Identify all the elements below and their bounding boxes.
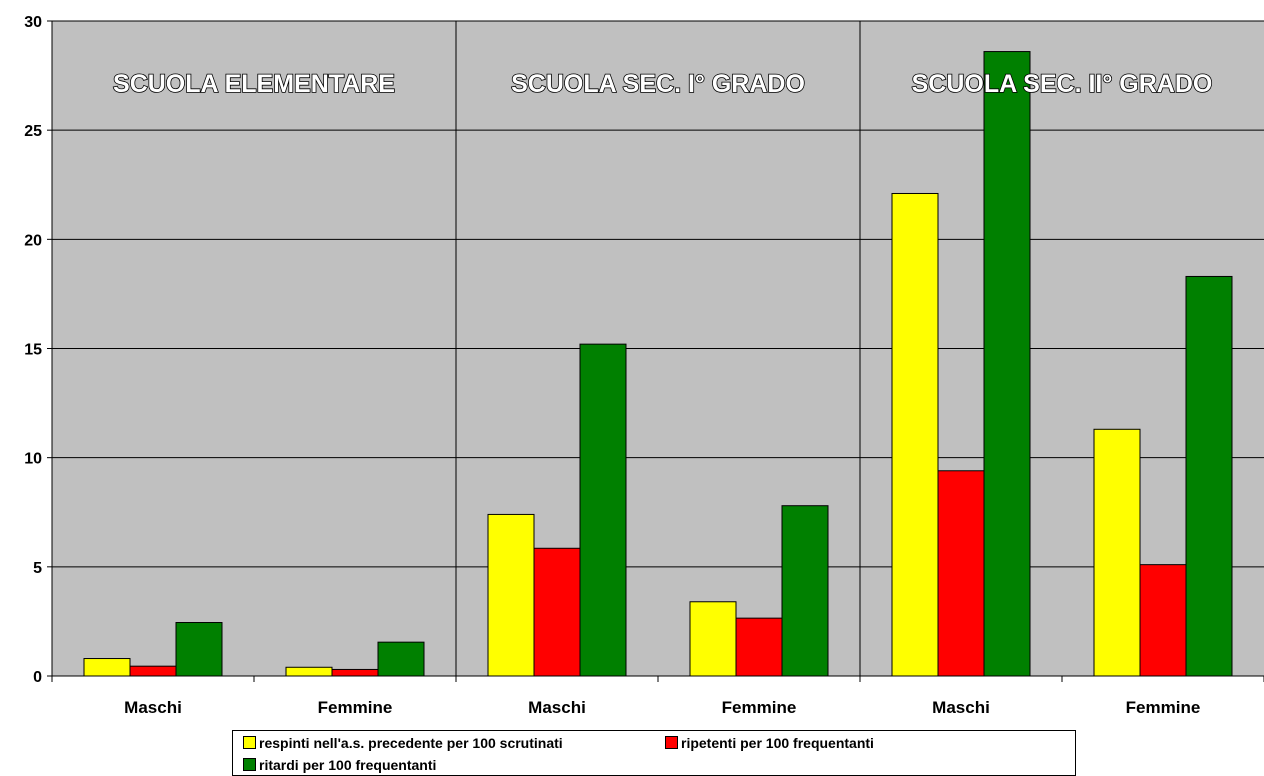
bar-chart: 0 5 10 15 20 25 30 SCUOLA ELEMENTARE SCUOLA SEC…: [24, 14, 1264, 717]
bar: [285, 666, 333, 677]
bar: [377, 641, 425, 677]
y-tick-label: 30: [24, 14, 42, 31]
legend-item-ritardi: ritardi per 100 frequentanti: [243, 757, 436, 773]
chart-legend: respinti nell'a.s. precedente per 100 sc…: [232, 730, 1076, 776]
bar: [175, 622, 223, 677]
group-separators: [455, 21, 861, 676]
bar: [1093, 428, 1141, 677]
bar: [331, 668, 379, 677]
x-tick-label: Femmine: [1126, 698, 1201, 717]
x-tick-label: Maschi: [124, 698, 182, 717]
legend-swatch-red: [665, 736, 678, 749]
y-tick-label: 20: [24, 232, 42, 249]
group-label: SCUOLA ELEMENTARE: [113, 70, 395, 98]
y-tick-label: 25: [24, 123, 42, 140]
bar: [735, 617, 783, 677]
group-labels: SCUOLA ELEMENTARE SCUOLA SEC. I° GRADO SCU…: [112, 69, 1213, 99]
x-tick-label: Maschi: [528, 698, 586, 717]
bar: [533, 547, 581, 677]
legend-label: ripetenti per 100 frequentanti: [681, 735, 874, 751]
bar: [983, 51, 1031, 677]
x-tick-label: Femmine: [722, 698, 797, 717]
x-tick-label: Femmine: [318, 698, 393, 717]
x-axis-ticks: Maschi Femmine Maschi Femmine Maschi Femmine: [51, 676, 1264, 717]
bar: [781, 505, 829, 677]
y-tick-label: 0: [33, 669, 42, 686]
bar: [83, 658, 131, 677]
bar: [689, 601, 737, 677]
legend-label: ritardi per 100 frequentanti: [259, 757, 437, 773]
bar: [1139, 564, 1187, 677]
group-label: SCUOLA SEC. I° GRADO: [511, 70, 805, 98]
y-tick-label: 5: [33, 560, 42, 577]
legend-item-ripetenti: ripetenti per 100 frequentanti: [665, 735, 874, 751]
gridlines: [52, 20, 1264, 568]
bar: [579, 343, 627, 677]
legend-swatch-green: [243, 758, 256, 771]
group-label: SCUOLA SEC. II° GRADO: [912, 70, 1213, 98]
legend-label: respinti nell'a.s. precedente per 100 sc…: [259, 735, 563, 751]
bars: [83, 51, 1233, 677]
y-tick-label: 15: [24, 342, 42, 359]
y-axis-ticks: 0 5 10 15 20 25 30: [24, 14, 52, 686]
bar: [891, 192, 939, 677]
legend-item-respinti: respinti nell'a.s. precedente per 100 sc…: [243, 735, 563, 751]
bar: [937, 470, 985, 677]
x-tick-label: Maschi: [932, 698, 990, 717]
y-tick-label: 10: [24, 451, 42, 468]
bar: [129, 665, 177, 677]
legend-swatch-yellow: [243, 736, 256, 749]
bar: [487, 513, 535, 677]
bar: [1185, 275, 1233, 677]
